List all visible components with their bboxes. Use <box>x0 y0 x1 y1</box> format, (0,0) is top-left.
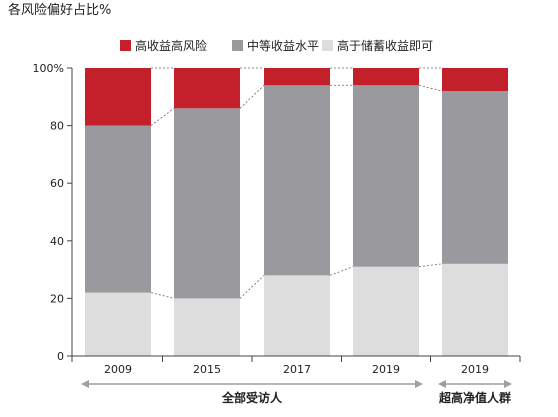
legend: 高收益高风险 中等收益水平 高于储蓄收益即可 <box>120 38 433 53</box>
y-tick-label: 60 <box>50 177 64 190</box>
bar-segment <box>85 68 151 126</box>
legend-label: 高于储蓄收益即可 <box>337 38 433 53</box>
legend-swatch <box>322 40 333 51</box>
bar-segment <box>264 85 330 276</box>
bar-segment <box>85 292 151 356</box>
connector-line <box>418 263 443 268</box>
y-tick-label: 20 <box>50 292 64 305</box>
connector-line <box>329 266 354 276</box>
legend-swatch <box>120 40 131 51</box>
axes: 0 20 40 60 80 100% 2009 2015 2017 2019 2019 <box>33 62 521 376</box>
chart-title: 各风险偏好占比% <box>8 2 111 18</box>
connector-line <box>418 84 443 92</box>
bar-segment <box>264 68 330 86</box>
y-tick-label: 80 <box>50 120 64 133</box>
group-arrow-head-right <box>504 380 512 388</box>
legend-label: 高收益高风险 <box>135 38 207 53</box>
x-tick-label: 2009 <box>104 363 132 376</box>
bar-segment <box>442 91 508 264</box>
connector-lines <box>150 67 443 299</box>
group-labels: 全部受访人 超高净值人群 <box>81 380 512 405</box>
group-arrow-head-right <box>415 380 423 388</box>
bar-segment <box>85 125 151 293</box>
bar-segment <box>442 68 508 92</box>
bar-segment <box>174 108 240 299</box>
bar-segment <box>353 68 419 86</box>
bar-segment <box>442 263 508 356</box>
bar-segment <box>353 85 419 267</box>
legend-swatch <box>232 40 243 51</box>
y-tick-label: 40 <box>50 235 64 248</box>
bar-segment <box>174 298 240 356</box>
bar-segment <box>264 275 330 356</box>
group-arrow-head-left <box>81 380 89 388</box>
connector-line <box>150 108 175 126</box>
x-tick-label: 2019 <box>461 363 489 376</box>
y-tick-label: 100% <box>33 62 64 75</box>
connector-line <box>239 84 265 109</box>
bar-segment <box>353 266 419 356</box>
connector-line <box>150 292 175 299</box>
group-arrow-head-left <box>438 380 446 388</box>
bar-segment <box>174 68 240 109</box>
x-tick-label: 2019 <box>372 363 400 376</box>
group-label: 全部受访人 <box>221 390 283 405</box>
y-tick-label: 0 <box>57 350 64 363</box>
legend-label: 中等收益水平 <box>247 38 319 53</box>
bars <box>85 68 508 356</box>
group-label: 超高净值人群 <box>438 390 511 405</box>
x-tick-label: 2015 <box>193 363 221 376</box>
x-tick-label: 2017 <box>283 363 311 376</box>
connector-line <box>239 275 265 299</box>
